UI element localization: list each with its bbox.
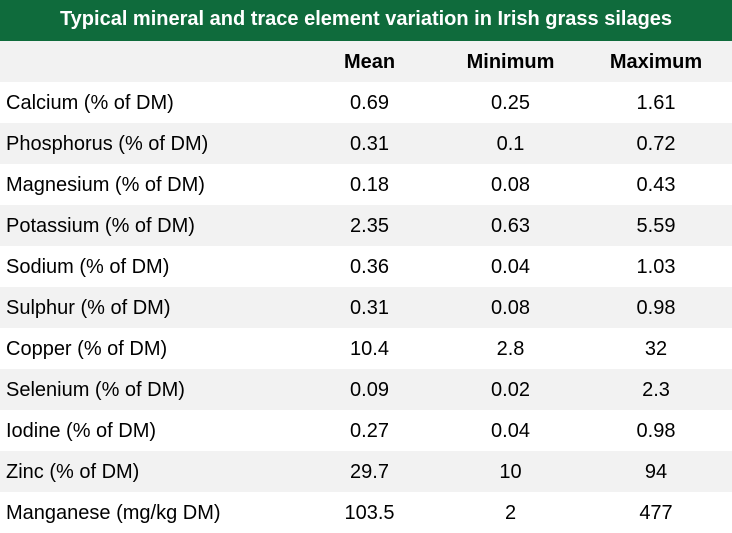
- cell-minimum: 0.63: [491, 214, 530, 237]
- cell-minimum: 2: [504, 501, 517, 524]
- cell-mean: 0.36: [350, 255, 389, 278]
- header-maximum: Maximum: [609, 50, 703, 73]
- data-table: Mean Minimum Maximum Calcium (% of DM) 0…: [0, 41, 732, 533]
- header-blank: [0, 41, 298, 82]
- table-row: Potassium (% of DM) 2.35 0.63 5.59: [0, 205, 732, 246]
- cell-maximum: 1.03: [636, 255, 676, 278]
- cell-minimum: 0.25: [491, 91, 530, 114]
- table-row: Copper (% of DM) 10.4 2.8 32: [0, 328, 732, 369]
- cell-mean: 0.18: [350, 173, 389, 196]
- table-row: Phosphorus (% of DM) 0.31 0.1 0.72: [0, 123, 732, 164]
- cell-mean: 0.31: [350, 132, 389, 155]
- cell-minimum: 2.8: [496, 337, 525, 360]
- table-row: Selenium (% of DM) 0.09 0.02 2.3: [0, 369, 732, 410]
- row-label: Copper (% of DM): [6, 337, 168, 360]
- table-row: Iodine (% of DM) 0.27 0.04 0.98: [0, 410, 732, 451]
- cell-maximum: 0.98: [636, 296, 676, 319]
- row-label: Selenium (% of DM): [6, 378, 185, 401]
- row-label: Sodium (% of DM): [6, 255, 170, 278]
- cell-minimum: 10: [499, 460, 522, 483]
- row-label: Manganese (mg/kg DM): [6, 501, 221, 524]
- cell-minimum: 0.1: [496, 132, 525, 155]
- cell-mean: 0.09: [350, 378, 389, 401]
- row-label: Calcium (% of DM): [6, 91, 174, 114]
- table-title: Typical mineral and trace element variat…: [0, 0, 732, 41]
- cell-minimum: 0.08: [491, 173, 530, 196]
- row-label: Phosphorus (% of DM): [6, 132, 209, 155]
- cell-maximum: 477: [639, 501, 673, 524]
- cell-maximum: 0.43: [636, 173, 676, 196]
- row-label: Iodine (% of DM): [6, 419, 157, 442]
- cell-mean: 0.69: [350, 91, 389, 114]
- table-row: Manganese (mg/kg DM) 103.5 2 477: [0, 492, 732, 533]
- cell-maximum: 94: [644, 460, 668, 483]
- row-label: Sulphur (% of DM): [6, 296, 171, 319]
- row-label: Potassium (% of DM): [6, 214, 195, 237]
- cell-mean: 0.31: [350, 296, 389, 319]
- cell-minimum: 0.08: [491, 296, 530, 319]
- table-row: Sodium (% of DM) 0.36 0.04 1.03: [0, 246, 732, 287]
- cell-mean: 0.27: [350, 419, 389, 442]
- header-mean: Mean: [343, 50, 396, 73]
- header-row: Mean Minimum Maximum: [0, 41, 732, 82]
- cell-minimum: 0.02: [491, 378, 530, 401]
- cell-mean: 29.7: [350, 460, 389, 483]
- row-label: Zinc (% of DM): [6, 460, 140, 483]
- table-row: Calcium (% of DM) 0.69 0.25 1.61: [0, 82, 732, 123]
- cell-mean: 103.5: [344, 501, 395, 524]
- cell-maximum: 0.98: [636, 419, 676, 442]
- table-row: Zinc (% of DM) 29.7 10 94: [0, 451, 732, 492]
- cell-mean: 10.4: [350, 337, 389, 360]
- header-minimum: Minimum: [466, 50, 555, 73]
- cell-maximum: 2.3: [642, 378, 670, 401]
- table-row: Sulphur (% of DM) 0.31 0.08 0.98: [0, 287, 732, 328]
- row-label: Magnesium (% of DM): [6, 173, 205, 196]
- cell-maximum: 0.72: [636, 132, 676, 155]
- cell-maximum: 32: [644, 337, 668, 360]
- cell-mean: 2.35: [350, 214, 389, 237]
- cell-minimum: 0.04: [491, 419, 530, 442]
- cell-minimum: 0.04: [491, 255, 530, 278]
- cell-maximum: 1.61: [636, 91, 676, 114]
- cell-maximum: 5.59: [636, 214, 676, 237]
- table-row: Magnesium (% of DM) 0.18 0.08 0.43: [0, 164, 732, 205]
